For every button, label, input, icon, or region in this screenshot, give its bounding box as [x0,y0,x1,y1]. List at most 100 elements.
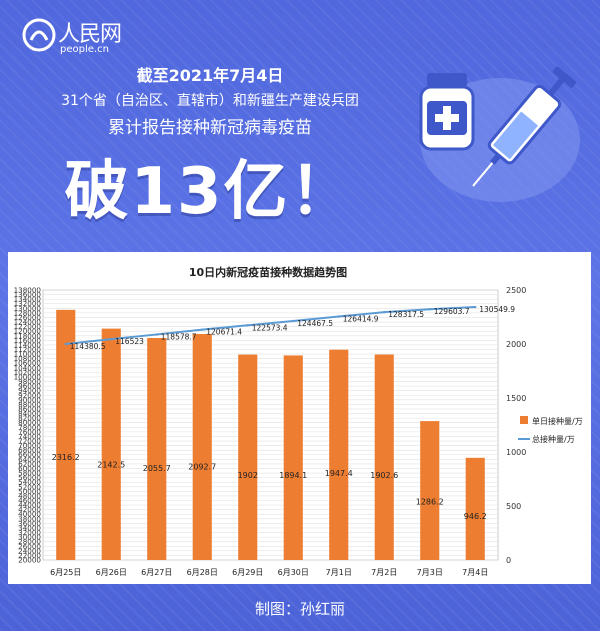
right-tick-label: 1500 [506,394,526,403]
left-tick-label: 108000 [14,354,42,363]
bar [465,457,485,560]
x-tick-label: 7月2日 [371,568,397,577]
x-tick-label: 6月27日 [141,568,172,577]
bar-value-label: 946.2 [464,512,487,521]
logo-text-cn: 人民网 [58,22,122,47]
date-line: 截至2021年7月4日 [136,66,284,85]
x-tick-label: 6月30日 [278,568,309,577]
logo-emblem-icon [22,18,56,52]
left-tick-label: 46000 [18,496,41,505]
line-value-label: 120671.4 [206,328,242,337]
line-point [383,310,386,314]
region-line: 31个省（自治区、直辖市）和新疆生产建设兵团 [61,93,359,109]
bar [329,349,349,560]
bar-value-label: 1947.4 [325,469,353,478]
left-tick-label: 126000 [14,313,42,322]
right-tick-label: 1000 [506,448,526,457]
bar [238,354,258,560]
bar [420,421,440,560]
headline: 破13亿！ [64,155,356,229]
bar-value-label: 1902.6 [370,471,398,480]
left-tick-label: 36000 [18,519,41,528]
line-point [155,333,158,336]
left-tick-label: 30000 [18,533,41,542]
x-tick-label: 6月28日 [187,568,218,577]
left-tick-label: 106000 [14,359,42,368]
right-tick-label: 2500 [506,286,526,295]
vaccine-illustration [419,66,580,202]
left-tick-label: 78000 [18,423,41,432]
left-tick-label: 110000 [14,350,42,359]
left-tick-label: 44000 [18,501,41,510]
left-tick-label: 32000 [18,528,41,537]
right-axis-ticks: 0 500 1000 1500 2000 2500 [506,286,526,565]
legend-line-label: 总接种量/万 [532,434,575,444]
left-tick-label: 80000 [18,418,41,427]
bar-value-label: 1894.1 [279,471,307,480]
line-value-labels: 114380.5 116523 118578.7 120671.4 122573.4 12… [70,305,516,351]
logo-text-en: people.cn [60,44,109,55]
line-point [292,319,295,323]
x-tick-label: 6月25日 [50,568,81,577]
left-tick-label: 134000 [14,295,42,304]
left-tick-label: 62000 [18,459,41,468]
left-tick-label: 98000 [18,377,41,386]
credit-line: 制图：孙红丽 [254,600,345,618]
left-tick-label: 42000 [18,505,41,514]
left-tick-label: 22000 [18,551,41,560]
left-tick-label: 124000 [14,318,42,327]
left-tick-label: 122000 [14,322,42,331]
bar [56,309,76,560]
left-tick-label: 104000 [14,363,42,372]
chart-title: 10日内新冠疫苗接种数据趋势图 [189,265,347,279]
left-tick-label: 112000 [14,345,42,354]
left-tick-label: 76000 [18,427,41,436]
left-tick-label: 72000 [18,437,41,446]
chart-card: 10日内新冠疫苗接种数据趋势图 20000 22000 24000 26000 2800… [8,252,591,584]
bar-value-label: 2055.7 [143,464,171,473]
bar [374,354,394,560]
line-value-label: 118578.7 [161,332,197,341]
line-point [474,305,477,309]
left-tick-label: 24000 [18,546,41,555]
x-tick-label: 6月29日 [232,568,263,577]
line-point [110,337,113,341]
left-tick-label: 96000 [18,382,41,391]
left-tick-label: 52000 [18,482,41,491]
left-tick-label: 100000 [14,372,42,381]
x-tick-label: 7月3日 [417,568,443,577]
bar [147,337,167,560]
left-tick-label: 102000 [14,368,42,377]
bar [101,328,121,560]
line-value-label: 122573.4 [252,323,288,332]
bar-value-labels: 2316.2 2142.5 2055.7 2092.7 1902 1894.1 1947.4… [52,453,487,521]
left-tick-label: 70000 [18,441,41,450]
left-tick-label: 26000 [18,542,41,551]
left-tick-label: 38000 [18,514,41,523]
legend-bar-label: 单日接种量/万 [532,416,583,426]
line-value-label: 116523 [115,337,144,346]
left-tick-label: 84000 [18,409,41,418]
left-tick-label: 74000 [18,432,41,441]
line-value-label: 130549.9 [479,305,515,314]
left-tick-label: 20000 [18,556,41,565]
bar-series [56,309,485,560]
left-tick-label: 86000 [18,404,41,413]
bar [192,333,212,560]
vaccine-vial-icon [419,73,475,151]
line-point [201,328,204,331]
bar-value-label: 1286.2 [416,497,444,506]
left-tick-label: 92000 [18,391,41,400]
left-tick-label: 58000 [18,469,41,478]
left-tick-label: 28000 [18,537,41,546]
x-tick-label: 7月4日 [462,568,488,577]
left-tick-label: 118000 [14,331,42,340]
line-value-label: 124467.5 [297,319,333,328]
left-tick-label: 66000 [18,450,41,459]
legend-bar-swatch [520,416,528,424]
bar-value-label: 1902 [238,471,258,480]
left-tick-label: 64000 [18,455,41,464]
line-point [64,342,67,346]
left-tick-label: 132000 [14,299,42,308]
